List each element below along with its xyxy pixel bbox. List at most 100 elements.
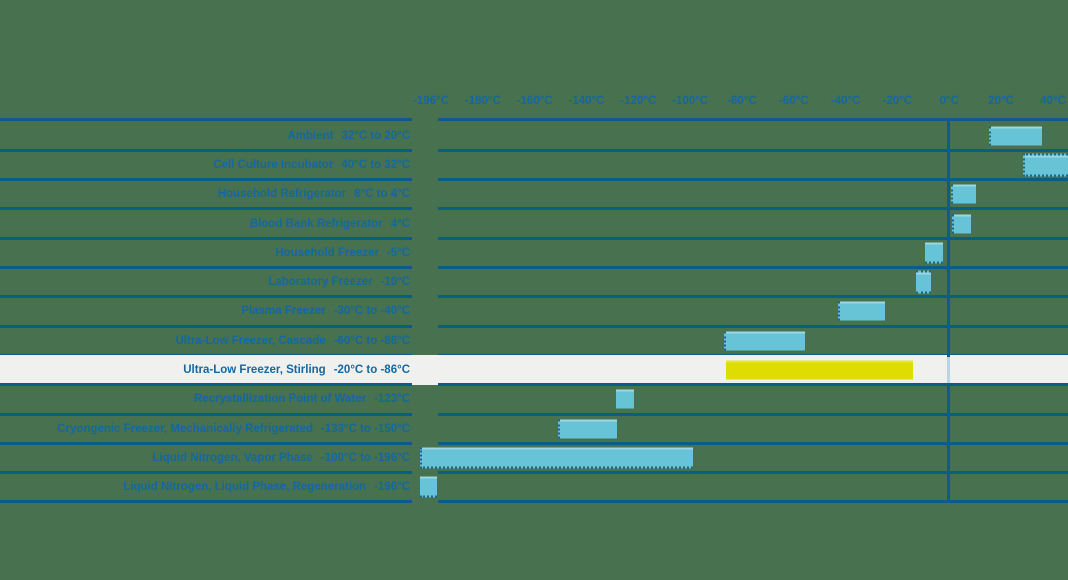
- row-separator: [438, 207, 1068, 211]
- axis-tick-label: -100°C: [672, 95, 709, 107]
- chart-top-border: [0, 118, 412, 121]
- row-label: Household Freezer -5°C: [0, 238, 410, 267]
- row-separator: [438, 178, 1068, 182]
- row-label: Ultra-Low Freezer, Cascade -60°C to -86°C: [0, 326, 411, 355]
- row-separator: [438, 266, 1068, 270]
- row-label-value: -20°C to -86°C: [333, 364, 410, 377]
- row-separator: [0, 441, 412, 445]
- row-label-name: Household Refrigerator: [217, 188, 347, 201]
- row-label-name: Ambient: [287, 129, 334, 142]
- row-label: Laboratory Freezer -10°C: [0, 268, 410, 297]
- row-separator: [438, 148, 1068, 152]
- zero-degree-gridline: [947, 121, 951, 502]
- row-label-name: Cryongenic Freezer, Mechanically Refrige…: [57, 422, 313, 435]
- row-label: Liquid Nitrogen, Liquid Phase, Regenerat…: [0, 473, 410, 502]
- chart-row: Liquid Nitrogen, Liquid Phase, Regenerat…: [0, 473, 1068, 504]
- row-label-name: Ultra-Low Freezer, Stirling: [183, 364, 326, 377]
- chart-row: Blood Bank Refrigerator 4°C: [0, 209, 1068, 240]
- row-separator: [438, 383, 1068, 387]
- row-label: Recrystallization Point of Water -123°C: [0, 385, 410, 414]
- temperature-bar: [723, 331, 805, 351]
- row-separator: [0, 207, 412, 211]
- temperature-bar: [557, 419, 617, 439]
- temperature-bar: [616, 389, 635, 409]
- row-separator: [0, 295, 412, 299]
- row-separator: [0, 471, 412, 475]
- axis-tick-label: -196°C: [413, 95, 449, 107]
- chart-row: Liquid Nitrogen, Vapor Phase -100°C to -1…: [0, 443, 1068, 475]
- row-label: Liquid Nitrogen, Vapor Phase -100°C to -1…: [0, 443, 410, 472]
- temperature-bar: [951, 214, 971, 234]
- chart-row: Cell Culture Incubator 40°C to 32°C: [0, 150, 1068, 182]
- row-separator: [438, 236, 1068, 240]
- axis-tick-label: -40°C: [830, 95, 861, 107]
- row-separator: [0, 500, 412, 504]
- axis-tick-label: -180°C: [464, 95, 501, 107]
- row-label-name: Liquid Nitrogen, Vapor Phase: [152, 452, 313, 465]
- row-label-name: Blood Bank Refrigerator: [249, 217, 383, 230]
- row-label: Ultra-Low Freezer, Stirling -20°C to -86°…: [0, 355, 410, 384]
- row-separator: [0, 148, 412, 152]
- row-separator: [0, 324, 412, 328]
- row-separator: [0, 412, 412, 416]
- row-label: Household Refrigerator 8°C to 4°C: [0, 180, 410, 209]
- row-separator: [438, 295, 1068, 299]
- temperature-bar: [989, 126, 1042, 146]
- axis-tick-label: -160°C: [516, 95, 553, 107]
- row-label-value: -133°C to -150°C: [320, 422, 410, 435]
- temperature-bar: [837, 301, 886, 321]
- row-separator: [0, 383, 412, 387]
- temperature-bar: [950, 184, 976, 204]
- axis-tick-label: -20°C: [882, 95, 913, 107]
- temperature-bar: [1023, 153, 1068, 177]
- temperature-bar: [924, 242, 943, 264]
- chart-row: Ultra-Low Freezer, Cascade -60°C to -86°C: [0, 326, 1068, 357]
- row-label-name: Recrystallization Point of Water: [193, 393, 367, 406]
- row-label-value: -5°C: [386, 246, 410, 259]
- row-separator: [0, 353, 412, 357]
- axis-tick-label: -140°C: [568, 95, 605, 107]
- row-separator: [438, 500, 1068, 504]
- row-label-name: Ultra-Low Freezer, Cascade: [175, 334, 326, 347]
- row-label: Plasma Freezer -30°C to -40°C: [0, 297, 410, 326]
- axis-tick-label: -80°C: [727, 95, 757, 107]
- chart-row: Recrystallization Point of Water -123°C: [0, 385, 1068, 416]
- row-label-name: Liquid Nitrogen, Liquid Phase, Regenerat…: [123, 481, 367, 494]
- zero-degree-gridline-highlight-segment: [947, 356, 951, 384]
- row-label-value: -196°C: [374, 481, 410, 494]
- row-separator: [438, 471, 1068, 475]
- row-label: Cell Culture Incubator 40°C to 32°C: [0, 150, 410, 179]
- temperature-bar: [915, 270, 932, 294]
- temperature-bar: [419, 476, 438, 498]
- chart-row: Laboratory Freezer -10°C: [0, 268, 1068, 299]
- axis-tick-label: 20°C: [988, 95, 1014, 107]
- chart-row: Household Refrigerator 8°C to 4°C: [0, 180, 1068, 211]
- row-separator: [438, 441, 1068, 445]
- row-label-value: -30°C to -40°C: [333, 305, 410, 318]
- axis-tick-label: -60°C: [779, 95, 809, 107]
- axis-tick-label: 0°C: [939, 95, 959, 107]
- row-separator: [438, 412, 1068, 416]
- row-label-value: 32°C to 20°C: [341, 129, 410, 142]
- row-separator: [0, 266, 412, 270]
- row-label-value: -60°C to -86°C: [333, 334, 410, 347]
- row-label-value: -10°C: [380, 276, 410, 289]
- row-label: Blood Bank Refrigerator 4°C: [0, 209, 410, 238]
- row-label: Ambient 32°C to 20°C: [0, 121, 410, 150]
- row-label-name: Household Freezer: [275, 246, 379, 259]
- chart-row: Plasma Freezer -30°C to -40°C: [0, 297, 1068, 328]
- row-separator: [438, 353, 1068, 357]
- temperature-bar: [419, 447, 694, 469]
- row-separator: [0, 178, 412, 182]
- row-separator: [438, 324, 1068, 328]
- row-label-name: Cell Culture Incubator: [213, 158, 334, 171]
- row-label-value: 8°C to 4°C: [354, 188, 410, 201]
- axis-tick-label: -120°C: [620, 95, 657, 107]
- row-label-value: -123°C: [374, 393, 410, 406]
- temperature-bar-highlighted: [726, 360, 913, 380]
- row-label-value: 40°C to 32°C: [341, 158, 410, 171]
- chart-row: Household Freezer -5°C: [0, 238, 1068, 270]
- row-label-value: 4°C: [390, 217, 410, 230]
- row-separator: [0, 236, 412, 240]
